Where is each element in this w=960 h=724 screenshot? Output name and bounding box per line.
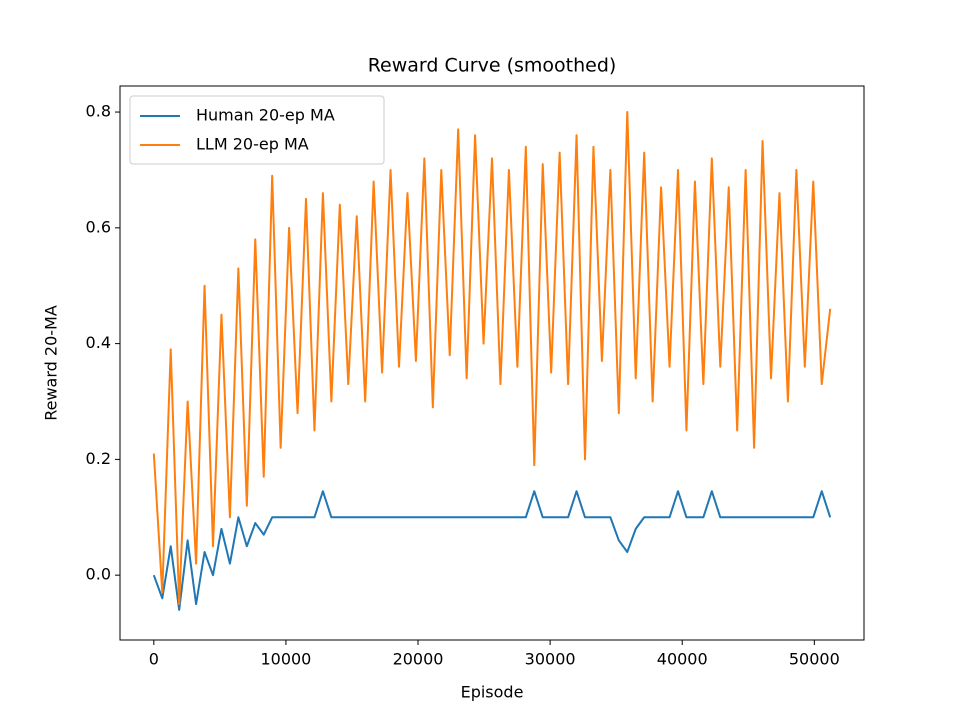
x-axis-label: Episode	[461, 683, 524, 702]
y-tick-label: 0.8	[86, 102, 111, 121]
y-tick-label: 0.4	[86, 333, 111, 352]
x-tick-label: 50000	[789, 650, 840, 669]
x-tick-label: 30000	[525, 650, 576, 669]
x-tick-label: 0	[149, 650, 159, 669]
plot-frame	[119, 85, 865, 641]
series-line	[152, 111, 832, 606]
x-tick-label: 10000	[260, 650, 311, 669]
y-tick-label: 0.6	[86, 217, 111, 236]
y-tick-label: 0.0	[86, 565, 111, 584]
x-tick-label: 40000	[657, 650, 708, 669]
legend-box	[129, 95, 385, 165]
y-tick-label: 0.2	[86, 449, 111, 468]
chart-title: Reward Curve (smoothed)	[368, 55, 617, 77]
legend-label: LLM 20-ep MA	[196, 135, 309, 154]
legend-label: Human 20-ep MA	[196, 106, 335, 125]
series-line	[152, 490, 832, 611]
y-axis-label: Reward 20-MA	[42, 305, 61, 421]
x-tick-label: 20000	[393, 650, 444, 669]
